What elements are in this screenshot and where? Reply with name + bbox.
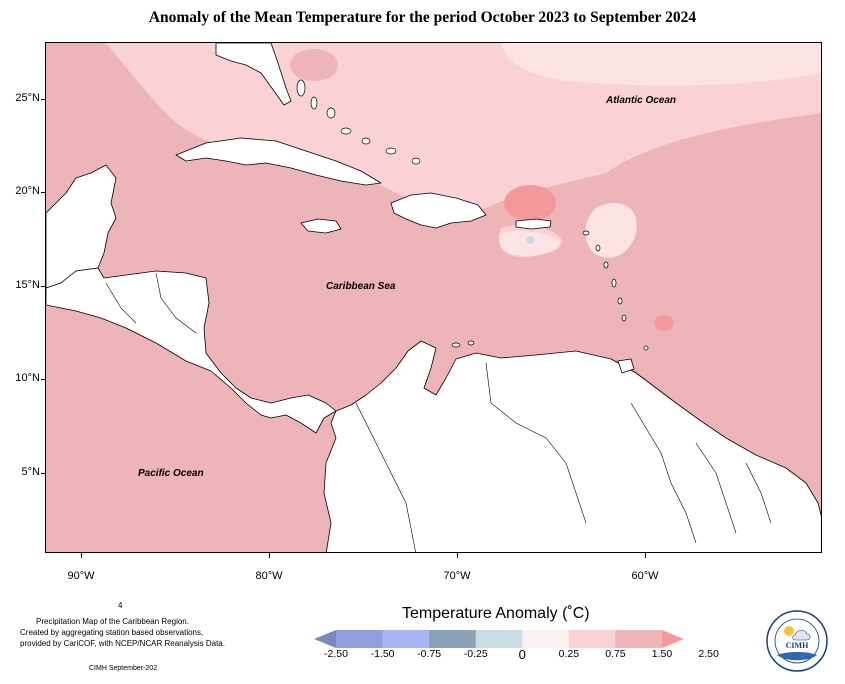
legend-cell [475,630,523,648]
anomaly-class-075-150 [290,49,338,81]
lat-label-5n: 5°N [21,466,40,478]
label-atlantic-ocean: Atlantic Ocean [606,95,677,106]
lat-tick [41,473,45,474]
land-florida [215,43,292,106]
legend-tick-label: 1.50 [651,648,673,660]
anomaly-class-0-025 [585,202,637,258]
country-borders [105,272,772,552]
lon-label-60w: 60°W [631,570,659,582]
credit-text: CIMH September-202 [89,665,158,672]
sun-icon [784,626,794,636]
legend-cell [662,630,684,648]
lat-tick [41,192,45,193]
lon-label-80w: 80°W [255,570,283,582]
legend-tick-label: 0.25 [558,648,580,660]
description-line-3: provided by CariCOF, with NCEP/NCAR Rean… [20,639,225,648]
lon-label-90w: 90°W [67,570,95,582]
map-canvas [46,43,821,552]
description-line-1: Precipitation Map of the Caribbean Regio… [36,617,189,626]
land-hispaniola [390,192,487,229]
legend-cell [314,630,336,648]
land-puerto-rico [515,218,552,230]
legend-cell [336,630,384,648]
legend-cell [382,630,430,648]
logo-text: CIMH [786,641,809,650]
anomaly-class-neg [526,236,534,244]
anomaly-class-150-250 [504,185,556,221]
legend-cell [429,630,477,648]
legend-tick-label: 2.50 [698,648,719,660]
small-islands [296,79,649,351]
land-jamaica [300,218,342,234]
anomaly-class-150-250 [654,315,674,331]
legend-tick-label: -1.50 [370,648,395,660]
lon-tick [457,553,458,558]
anomaly-class-0-025 [501,43,821,86]
lat-tick [41,286,45,287]
lat-label-25n: 25°N [15,92,40,104]
wave-icon [777,652,817,661]
label-pacific-ocean: Pacific Ocean [138,468,204,479]
lon-label-70w: 70°W [443,570,471,582]
anomaly-map[interactable]: Atlantic Ocean Caribbean Sea Pacific Oce… [45,42,822,553]
page-number: 4 [118,601,123,610]
land-cuba [175,137,382,186]
legend-tick-label: 0.75 [605,648,626,660]
legend-cell [615,630,663,648]
land-trinidad [617,358,635,374]
legend-cell [568,630,616,648]
legend-cell [522,630,570,648]
lon-tick [269,553,270,558]
lat-tick [41,379,45,380]
land-central-america [46,267,337,434]
map-title: Anomaly of the Mean Temperature for the … [148,9,697,26]
legend-tick-label: -2.50 [324,648,348,660]
legend-title: Temperature Anomaly (˚C) [402,605,590,622]
legend-colorbar [314,630,684,648]
lat-label-10n: 10°N [15,372,40,384]
cloud-icon [792,630,811,641]
lat-tick [41,99,45,100]
lat-label-20n: 20°N [15,185,40,197]
legend-tick-label: 0 [518,647,526,662]
land-layer [46,43,821,552]
legend-tick-label: -0.75 [417,648,442,660]
lon-tick [81,553,82,558]
legend-tick-label: -0.25 [463,648,488,660]
cimh-logo: CIMH [766,610,828,672]
lat-label-15n: 15°N [15,279,40,291]
lon-tick [645,553,646,558]
label-caribbean-sea: Caribbean Sea [326,281,396,292]
description-line-2: Created by aggregating station based obs… [20,628,204,637]
